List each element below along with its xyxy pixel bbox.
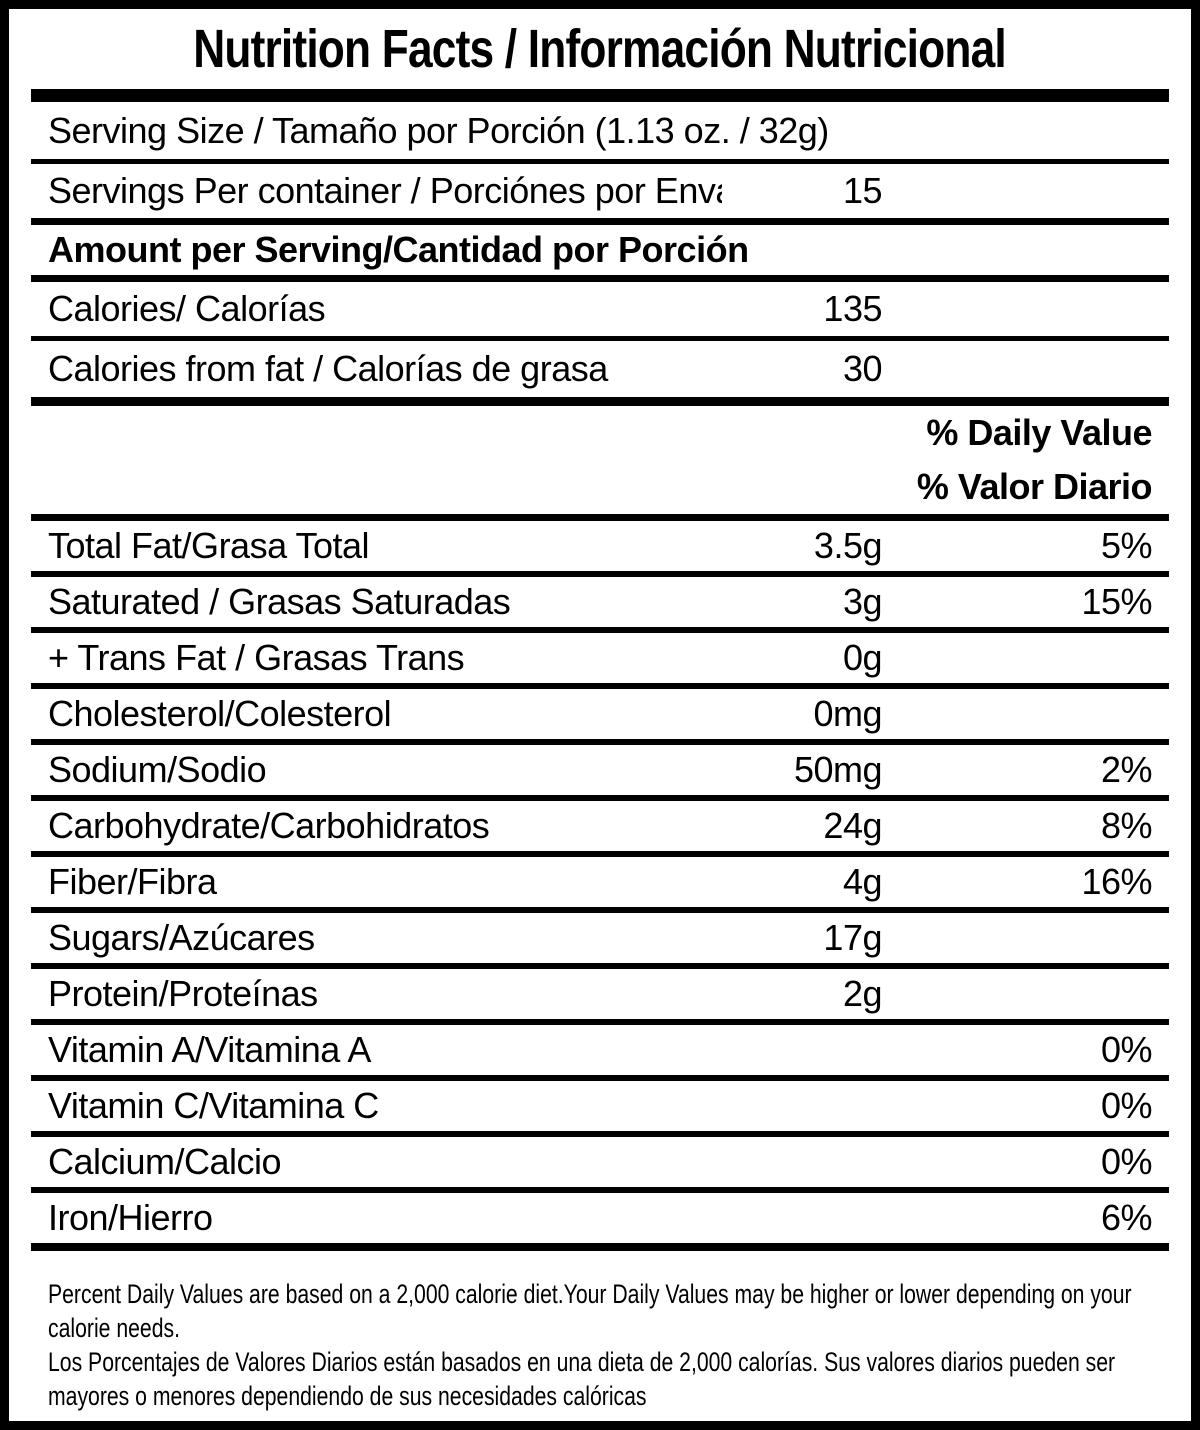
divider: [31, 627, 1169, 633]
divider: [31, 336, 1169, 341]
divider: [31, 571, 1169, 577]
table-row: Vitamin C/Vitamina C 0%: [31, 1081, 1169, 1131]
calories-row: Calories/ Calorías 135: [31, 282, 1169, 336]
nutrient-label: Saturated / Grasas Saturadas: [48, 581, 511, 622]
nutrient-dv: 2%: [1100, 749, 1153, 790]
divider: [31, 683, 1169, 689]
daily-value-header-en-text: % Daily Value: [926, 412, 1152, 453]
table-row: Iron/Hierro 6%: [31, 1193, 1169, 1243]
serving-size-row: Serving Size / Tamaño por Porción (1.13 …: [31, 102, 1169, 159]
nutrient-label: Total Fat/Grasa Total: [48, 525, 370, 566]
daily-value-header-es-text: % Valor Diario: [916, 466, 1153, 507]
nutrient-label: Protein/Proteínas: [48, 973, 318, 1014]
footnote-en: Percent Daily Values are based on a 2,00…: [48, 1279, 1132, 1343]
nutrient-amount: 0g: [842, 637, 883, 678]
nutrient-amount: 4g: [842, 861, 883, 902]
nutrient-label: Vitamin A/Vitamina A: [48, 1029, 371, 1070]
label-title-wrap: Nutrition Facts / Información Nutriciona…: [9, 9, 1191, 89]
nutrient-dv: 16%: [1081, 861, 1152, 902]
nutrient-label: + Trans Fat / Grasas Trans: [48, 637, 465, 678]
footnotes: Percent Daily Values are based on a 2,00…: [31, 1251, 1169, 1413]
divider: [31, 795, 1169, 801]
divider: [31, 739, 1169, 745]
servings-per-container-label: Servings Per container / Porciónes por E…: [48, 170, 722, 211]
divider: [31, 275, 1169, 282]
table-row: Cholesterol/Colesterol 0mg: [31, 689, 1169, 739]
nutrient-dv: 5%: [1100, 525, 1153, 566]
calories-value: 135: [823, 288, 882, 329]
nutrient-label: Iron/Hierro: [48, 1197, 213, 1238]
nutrient-amount: 3.5g: [813, 525, 883, 566]
nutrient-amount: 0mg: [813, 693, 882, 734]
page-title: Nutrition Facts / Información Nutriciona…: [193, 19, 1008, 79]
divider: [31, 218, 1169, 225]
calories-label: Calories/ Calorías: [48, 288, 326, 329]
divider: [31, 514, 1169, 521]
table-row: Vitamin A/Vitamina A 0%: [31, 1025, 1169, 1075]
divider-thick: [31, 397, 1169, 406]
divider: [31, 907, 1169, 913]
nutrient-amount: 50mg: [793, 749, 883, 790]
nutrient-dv: 0%: [1100, 1085, 1153, 1126]
calories-from-fat-value: 30: [842, 348, 883, 389]
daily-value-header-en: % Daily Value: [31, 406, 1169, 460]
table-row: + Trans Fat / Grasas Trans 0g: [31, 633, 1169, 683]
nutrient-amount: 17g: [823, 917, 882, 958]
table-row: Carbohydrate/Carbohidratos 24g 8%: [31, 801, 1169, 851]
nutrient-label: Cholesterol/Colesterol: [48, 693, 392, 734]
nutrient-label: Sodium/Sodio: [48, 749, 267, 790]
nutrient-amount: 3g: [842, 581, 883, 622]
divider-thick: [31, 1243, 1169, 1251]
divider: [31, 1075, 1169, 1081]
servings-per-container-value: 15: [842, 170, 883, 211]
table-row: Saturated / Grasas Saturadas 3g 15%: [31, 577, 1169, 627]
nutrient-label: Sugars/Azúcares: [48, 917, 315, 958]
table-row: Sodium/Sodio 50mg 2%: [31, 745, 1169, 795]
divider: [31, 159, 1169, 164]
nutrient-amount: 24g: [823, 805, 882, 846]
nutrient-dv: 0%: [1100, 1141, 1153, 1182]
nutrient-label: Fiber/Fibra: [48, 861, 217, 902]
divider: [31, 851, 1169, 857]
divider: [31, 1187, 1169, 1193]
table-row: Fiber/Fibra 4g 16%: [31, 857, 1169, 907]
calories-from-fat-label: Calories from fat / Calorías de grasa: [48, 348, 608, 389]
nutrient-dv: 0%: [1100, 1029, 1153, 1070]
nutrient-label: Calcium/Calcio: [48, 1141, 282, 1182]
nutrient-label: Carbohydrate/Carbohidratos: [48, 805, 490, 846]
label-body: Serving Size / Tamaño por Porción (1.13 …: [31, 89, 1169, 1413]
daily-value-header-es: % Valor Diario: [31, 460, 1169, 514]
divider-thick: [31, 89, 1169, 102]
divider: [31, 1019, 1169, 1025]
calories-from-fat-row: Calories from fat / Calorías de grasa 30: [31, 341, 1169, 397]
divider: [31, 1131, 1169, 1137]
servings-per-container-row: Servings Per container / Porciónes por E…: [31, 164, 1169, 218]
nutrient-label: Vitamin C/Vitamina C: [48, 1085, 379, 1126]
footnote-es: Los Porcentajes de Valores Diarios están…: [48, 1347, 1116, 1411]
nutrient-dv: 6%: [1100, 1197, 1153, 1238]
nutrient-dv: 8%: [1100, 805, 1153, 846]
table-row: Total Fat/Grasa Total 3.5g 5%: [31, 521, 1169, 571]
table-row: Sugars/Azúcares 17g: [31, 913, 1169, 963]
table-row: Calcium/Calcio 0%: [31, 1137, 1169, 1187]
amount-per-serving-header: Amount per Serving/Cantidad por Porción: [31, 225, 1169, 275]
divider: [31, 963, 1169, 969]
table-row: Protein/Proteínas 2g: [31, 969, 1169, 1019]
nutrient-amount: 2g: [842, 973, 883, 1014]
serving-size-label: Serving Size / Tamaño por Porción (1.13 …: [48, 109, 829, 151]
amount-per-serving-label: Amount per Serving/Cantidad por Porción: [48, 229, 749, 270]
nutrients-table: Total Fat/Grasa Total 3.5g 5% Saturated / G…: [31, 521, 1169, 1243]
nutrient-dv: 15%: [1081, 581, 1152, 622]
